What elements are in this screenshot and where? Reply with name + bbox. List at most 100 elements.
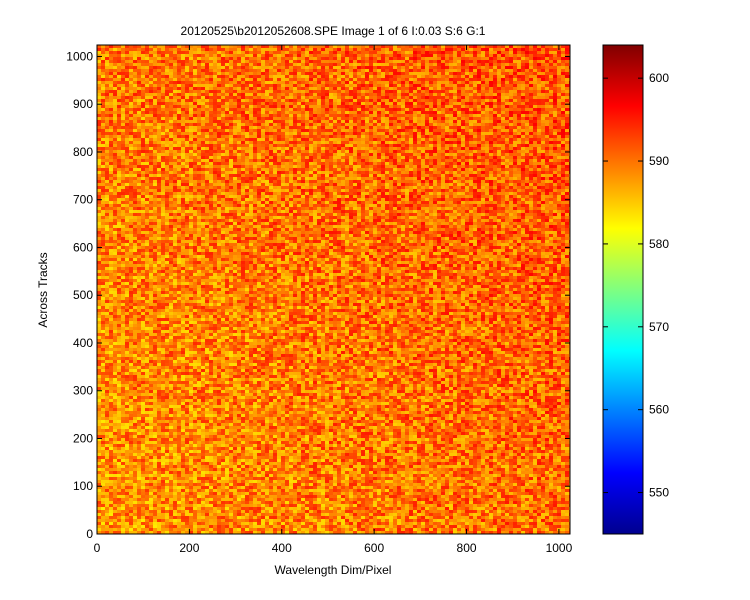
heatmap-cell bbox=[213, 117, 217, 120]
heatmap-cell bbox=[449, 51, 453, 54]
heatmap-cell bbox=[425, 108, 429, 111]
heatmap-cell bbox=[237, 99, 241, 102]
heatmap-cell bbox=[549, 126, 553, 129]
heatmap-cell bbox=[501, 165, 505, 168]
heatmap-cell bbox=[121, 48, 125, 51]
heatmap-cell bbox=[97, 75, 101, 78]
heatmap-cell bbox=[285, 78, 289, 81]
heatmap-cell bbox=[469, 63, 473, 66]
heatmap-cell bbox=[457, 114, 461, 117]
heatmap-cell bbox=[425, 105, 429, 108]
heatmap-cell bbox=[525, 78, 529, 81]
heatmap-cell bbox=[221, 93, 225, 96]
heatmap-cell bbox=[213, 150, 217, 153]
heatmap-cell bbox=[425, 81, 429, 84]
heatmap-cell bbox=[501, 156, 505, 159]
heatmap-cell bbox=[333, 99, 337, 102]
heatmap-cell bbox=[393, 51, 397, 54]
heatmap-cell bbox=[449, 153, 453, 156]
heatmap-cell bbox=[429, 111, 433, 114]
heatmap-cell bbox=[381, 75, 385, 78]
heatmap-cell bbox=[333, 51, 337, 54]
heatmap-cell bbox=[129, 132, 133, 135]
heatmap-cell bbox=[433, 72, 437, 75]
heatmap-cell bbox=[409, 162, 413, 165]
heatmap-cell bbox=[497, 105, 501, 108]
heatmap-cell bbox=[409, 63, 413, 66]
heatmap-cell bbox=[169, 99, 173, 102]
heatmap-cell bbox=[137, 132, 141, 135]
heatmap-cell bbox=[321, 135, 325, 138]
heatmap-cell bbox=[285, 63, 289, 66]
heatmap-cell bbox=[349, 135, 353, 138]
heatmap-cell bbox=[133, 129, 137, 132]
heatmap-cell bbox=[309, 66, 313, 69]
heatmap-cell bbox=[217, 165, 221, 168]
heatmap-cell bbox=[361, 162, 365, 165]
heatmap-cell bbox=[429, 165, 433, 168]
heatmap-cell bbox=[325, 87, 329, 90]
heatmap-cell bbox=[125, 156, 129, 159]
heatmap-cell bbox=[305, 153, 309, 156]
heatmap-cell bbox=[181, 159, 185, 162]
heatmap-cell bbox=[281, 126, 285, 129]
heatmap-cell bbox=[241, 78, 245, 81]
heatmap-cell bbox=[177, 138, 181, 141]
heatmap-cell bbox=[165, 78, 169, 81]
heatmap-cell bbox=[477, 84, 481, 87]
heatmap-cell bbox=[481, 108, 485, 111]
heatmap-cell bbox=[269, 153, 273, 156]
heatmap-cell bbox=[469, 138, 473, 141]
heatmap-cell bbox=[221, 162, 225, 165]
heatmap-cell bbox=[201, 63, 205, 66]
heatmap-cell bbox=[333, 57, 337, 60]
heatmap-cell bbox=[285, 141, 289, 144]
heatmap-cell bbox=[541, 114, 545, 117]
heatmap-cell bbox=[445, 144, 449, 147]
heatmap-cell bbox=[293, 108, 297, 111]
heatmap-cell bbox=[561, 162, 565, 165]
heatmap-cell bbox=[341, 57, 345, 60]
heatmap-cell bbox=[177, 132, 181, 135]
heatmap-cell bbox=[453, 153, 457, 156]
heatmap-cell bbox=[373, 90, 377, 93]
heatmap-cell bbox=[233, 102, 237, 105]
heatmap-cell bbox=[181, 168, 185, 171]
heatmap-cell bbox=[513, 84, 517, 87]
heatmap-cell bbox=[489, 54, 493, 57]
heatmap-cell bbox=[205, 81, 209, 84]
heatmap-cell bbox=[449, 123, 453, 126]
heatmap-cell bbox=[97, 57, 101, 60]
heatmap-cell bbox=[125, 120, 129, 123]
heatmap-cell bbox=[453, 54, 457, 57]
heatmap-cell bbox=[517, 57, 521, 60]
heatmap-cell bbox=[109, 75, 113, 78]
heatmap-cell bbox=[285, 138, 289, 141]
heatmap-cell bbox=[253, 120, 257, 123]
heatmap-cell bbox=[481, 162, 485, 165]
heatmap-cell bbox=[529, 153, 533, 156]
heatmap-cell bbox=[185, 108, 189, 111]
heatmap-cell bbox=[329, 90, 333, 93]
heatmap-cell bbox=[333, 54, 337, 57]
heatmap-cell bbox=[217, 123, 221, 126]
heatmap-cell bbox=[481, 84, 485, 87]
heatmap-cell bbox=[221, 168, 225, 171]
heatmap-cell bbox=[309, 165, 313, 168]
heatmap-cell bbox=[465, 132, 469, 135]
heatmap-cell bbox=[485, 144, 489, 147]
heatmap-cell bbox=[245, 99, 249, 102]
heatmap-cell bbox=[253, 72, 257, 75]
heatmap-cell bbox=[377, 165, 381, 168]
heatmap-cell bbox=[193, 48, 197, 51]
heatmap-cell bbox=[481, 78, 485, 81]
heatmap-cell bbox=[173, 63, 177, 66]
heatmap-cell bbox=[213, 162, 217, 165]
heatmap-cell bbox=[501, 72, 505, 75]
heatmap-cell bbox=[393, 168, 397, 171]
heatmap-cell bbox=[333, 141, 337, 144]
heatmap-cell bbox=[313, 117, 317, 120]
heatmap-cell bbox=[305, 81, 309, 84]
heatmap-cell bbox=[277, 84, 281, 87]
heatmap-cell bbox=[529, 87, 533, 90]
